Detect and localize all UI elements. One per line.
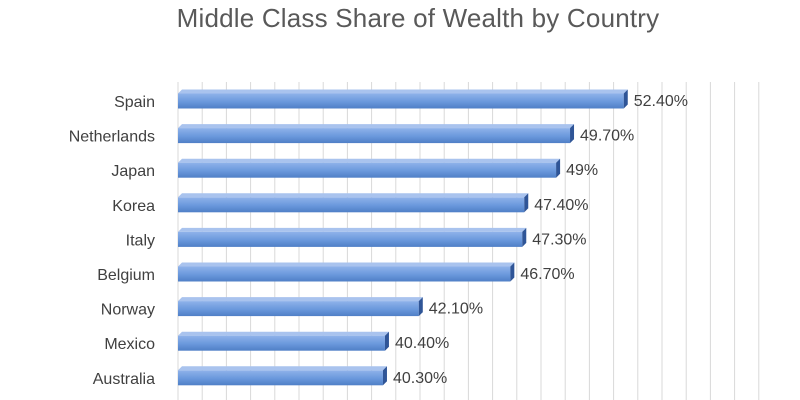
bar-top-face	[178, 366, 387, 371]
bar-front-face	[178, 335, 385, 351]
chart-title: Middle Class Share of Wealth by Country	[176, 3, 660, 33]
bar-end-face	[522, 227, 527, 247]
bar-front-face	[178, 266, 511, 282]
bar	[178, 227, 527, 247]
bar-front-face	[178, 231, 523, 247]
bar	[178, 366, 387, 386]
category-label: Mexico	[104, 336, 155, 353]
bar-end-face	[556, 158, 561, 178]
bar-end-face	[418, 297, 423, 317]
bars	[178, 89, 628, 386]
category-label: Japan	[111, 163, 155, 180]
value-label: 42.10%	[429, 301, 483, 318]
bar	[178, 124, 575, 144]
bar	[178, 193, 529, 213]
bar-front-face	[178, 301, 419, 317]
bar-top-face	[178, 124, 575, 129]
category-label: Italy	[126, 232, 155, 249]
value-label: 47.40%	[534, 197, 588, 214]
bar-top-face	[178, 227, 527, 232]
category-label: Australia	[93, 371, 155, 388]
bar	[178, 89, 628, 109]
bar-end-face	[623, 89, 628, 109]
value-label: 49%	[566, 162, 598, 179]
bar-end-face	[382, 366, 387, 386]
bar-front-face	[178, 128, 571, 144]
bar-top-face	[178, 262, 515, 267]
value-label: 47.30%	[532, 231, 586, 248]
bar-front-face	[178, 197, 525, 213]
bar-front-face	[178, 162, 557, 178]
category-label: Korea	[112, 198, 155, 215]
bar-top-face	[178, 297, 423, 302]
bar-end-face	[384, 331, 389, 351]
labels: Spain 52.40% Netherlands 49.70% Japan 49% Kore…	[69, 93, 688, 388]
value-label: 52.40%	[634, 93, 688, 110]
bar-top-face	[178, 158, 561, 163]
bar-top-face	[178, 89, 628, 94]
value-label: 40.30%	[393, 370, 447, 387]
bar	[178, 331, 389, 351]
bar	[178, 297, 423, 317]
bar	[178, 262, 515, 282]
bar-front-face	[178, 93, 624, 109]
value-label: 46.70%	[520, 266, 574, 283]
bar	[178, 158, 561, 178]
bar-top-face	[178, 193, 529, 198]
value-label: 49.70%	[580, 128, 634, 145]
bar-top-face	[178, 331, 389, 336]
bar-end-face	[524, 193, 529, 213]
category-label: Belgium	[97, 267, 155, 284]
bar-front-face	[178, 370, 383, 386]
value-label: 40.40%	[395, 335, 449, 352]
bar-end-face	[510, 262, 515, 282]
category-label: Norway	[101, 302, 155, 319]
bar-end-face	[570, 124, 575, 144]
category-label: Spain	[114, 94, 155, 111]
category-label: Netherlands	[69, 129, 155, 146]
